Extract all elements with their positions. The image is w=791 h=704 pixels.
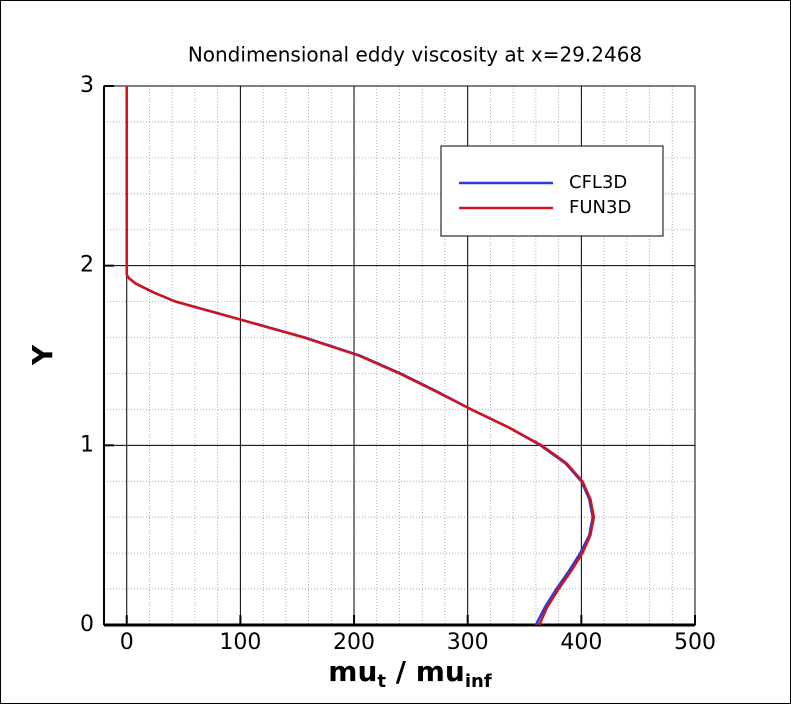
x-tick-label: 100 [219, 630, 261, 655]
y-tick-label: 2 [80, 253, 94, 278]
x-axis-label: mut / muinf [328, 655, 492, 692]
x-tick-label: 500 [674, 630, 716, 655]
y-tick-label: 1 [80, 432, 94, 457]
x-label-part: mu [328, 655, 377, 688]
x-tick-label: 0 [120, 630, 134, 655]
y-tick-label: 0 [80, 612, 94, 637]
line-series [125, 86, 596, 626]
legend-box [440, 145, 664, 237]
legend-label: FUN3D [569, 197, 631, 218]
chart-title: Nondimensional eddy viscosity at x=29.24… [188, 43, 642, 67]
x-label-sub: inf [465, 671, 492, 692]
x-tick-label: 400 [560, 630, 602, 655]
x-label-sub: t [377, 671, 386, 692]
legend-label: CFL3D [569, 172, 627, 193]
x-label-part: / mu [386, 655, 465, 688]
y-axis-label: Y [26, 344, 59, 366]
x-tick-label: 200 [333, 630, 375, 655]
y-tick-label: 3 [80, 73, 94, 98]
x-tick-label: 300 [447, 630, 489, 655]
